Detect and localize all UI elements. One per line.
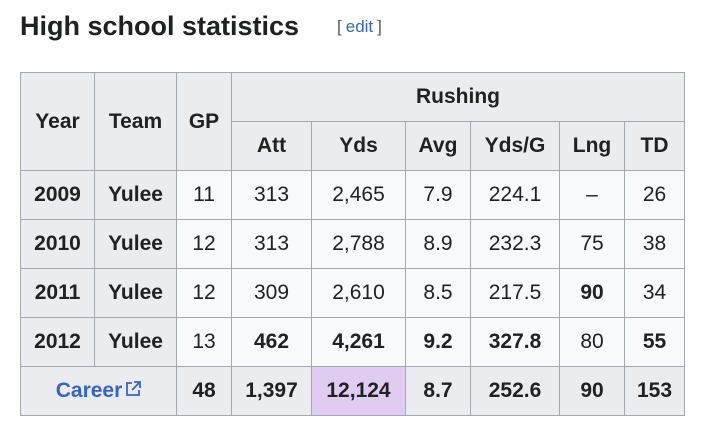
stat-cell: 327.8 [470, 317, 560, 367]
edit-link[interactable]: edit [345, 17, 374, 36]
gp-cell: 13 [176, 317, 232, 367]
career-label: Career [55, 379, 123, 402]
stat-cell: 26 [624, 170, 685, 220]
stat-cell: 224.1 [470, 170, 560, 220]
stat-cell: 9.2 [405, 317, 471, 367]
stat-cell: 217.5 [470, 268, 560, 318]
year-cell: 2010 [20, 219, 95, 269]
career-stat-cell: 8.7 [405, 366, 471, 416]
year-cell: 2011 [20, 268, 95, 318]
stats-table: Year Team GP Rushing Att Yds Avg Yds/G Lng TD… [20, 72, 685, 416]
stat-cell: 55 [624, 317, 685, 367]
table-row: 2010 Yulee 12 313 2,788 8.9 232.3 75 38 [20, 219, 685, 269]
year-cell: 2009 [20, 170, 95, 220]
career-stat-cell: 1,397 [231, 366, 312, 416]
header-att: Att [231, 121, 312, 171]
team-cell: Yulee [94, 268, 177, 318]
stat-cell: 2,610 [311, 268, 406, 318]
stat-cell: 313 [231, 219, 312, 269]
team-cell: Yulee [94, 170, 177, 220]
table-row: 2011 Yulee 12 309 2,610 8.5 217.5 90 34 [20, 268, 685, 318]
career-stat-cell: 153 [624, 366, 685, 416]
gp-cell: 12 [176, 219, 232, 269]
header-yds: Yds [311, 121, 406, 171]
career-stat-cell: 12,124 [311, 366, 406, 416]
stat-cell: 232.3 [470, 219, 560, 269]
header-yds-per-g: Yds/G [470, 121, 560, 171]
career-cell: Career [20, 366, 177, 416]
header-lng: Lng [559, 121, 625, 171]
external-link-icon [125, 379, 142, 402]
team-cell: Yulee [94, 219, 177, 269]
header-year: Year [20, 72, 95, 171]
header-team: Team [94, 72, 177, 171]
header-gp: GP [176, 72, 232, 171]
table-row: 2009 Yulee 11 313 2,465 7.9 224.1–26 [20, 170, 685, 220]
career-stat-cell: 90 [559, 366, 625, 416]
stat-cell: – [559, 170, 625, 220]
header-avg: Avg [405, 121, 471, 171]
gp-cell: 12 [176, 268, 232, 318]
stat-cell: 38 [624, 219, 685, 269]
career-stat-cell: 252.6 [470, 366, 560, 416]
stat-cell: 90 [559, 268, 625, 318]
stat-cell: 2,788 [311, 219, 406, 269]
career-link[interactable]: Career [56, 379, 142, 402]
edit-section: [edit] [337, 17, 382, 36]
year-cell: 2012 [20, 317, 95, 367]
stat-cell: 309 [231, 268, 312, 318]
header-rushing: Rushing [231, 72, 685, 122]
team-cell: Yulee [94, 317, 177, 367]
stat-cell: 462 [231, 317, 312, 367]
stat-cell: 8.5 [405, 268, 471, 318]
stat-cell: 80 [559, 317, 625, 367]
career-gp-cell: 48 [176, 366, 232, 416]
gp-cell: 11 [176, 170, 232, 220]
stat-cell: 313 [231, 170, 312, 220]
table-row: 2012 Yulee 13 462 4,261 9.2 327.8 80 55 [20, 317, 685, 367]
stat-cell: 2,465 [311, 170, 406, 220]
stat-cell: 7.9 [405, 170, 471, 220]
stat-cell: 8.9 [405, 219, 471, 269]
career-row: Career 48 1,397 12,124 8.7 252.6 90 153 [20, 366, 685, 416]
stat-cell: 4,261 [311, 317, 406, 367]
section-heading: High school statistics [20, 11, 300, 41]
stat-cell: 75 [559, 219, 625, 269]
stat-cell: 34 [624, 268, 685, 318]
header-td: TD [624, 121, 685, 171]
